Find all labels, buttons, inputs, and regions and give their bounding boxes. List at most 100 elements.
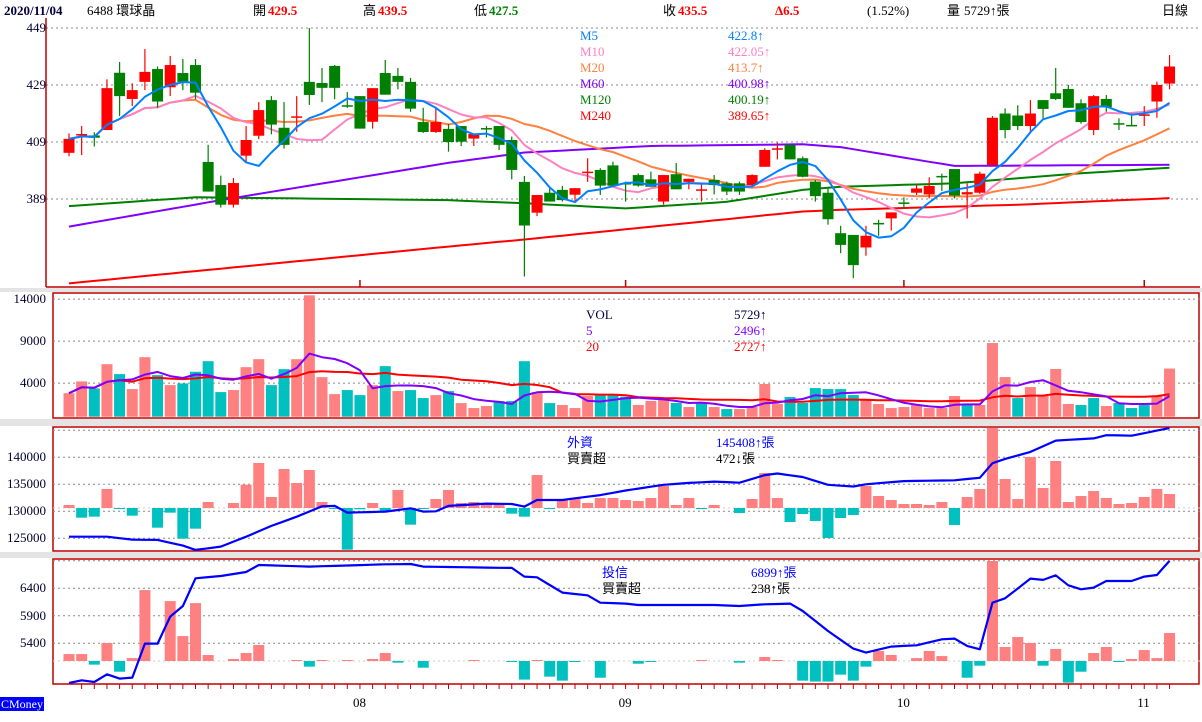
trust-net-bar	[126, 658, 138, 661]
volume-bar	[405, 390, 417, 417]
foreign-net-bar	[63, 505, 75, 508]
foreign-tick: 140000	[7, 449, 46, 464]
volume-bar	[430, 395, 442, 417]
foreign-net-bar	[1012, 499, 1024, 508]
trust-net-bar	[76, 654, 88, 661]
trust-net-bar	[1037, 661, 1049, 666]
volume-bar	[1088, 398, 1100, 417]
volume-bar	[341, 390, 353, 417]
volume-bar	[480, 406, 492, 417]
trust-net-bar	[177, 636, 189, 661]
foreign-net-bar	[417, 508, 429, 510]
candle-body	[1037, 100, 1049, 109]
trust-net-bar	[645, 661, 657, 662]
trust-net-bar	[303, 661, 315, 667]
price-tick: 449	[26, 20, 47, 35]
trust-net-bar	[1012, 637, 1024, 661]
candle-body	[1024, 113, 1036, 127]
candle-body	[240, 140, 252, 156]
trust-net-bar	[696, 660, 707, 661]
candle-body	[202, 161, 214, 192]
candle-body	[114, 72, 126, 97]
foreign-net-bar	[531, 474, 543, 508]
candle-body	[278, 127, 290, 145]
volume-bar	[923, 408, 935, 417]
foreign-net-bar	[544, 508, 556, 509]
foreign-net-bar	[291, 482, 303, 508]
foreign-net-bar	[936, 502, 948, 508]
trust-net-bar	[1126, 659, 1138, 661]
foreign-net-bar	[227, 502, 239, 508]
foreign-net-bar	[885, 499, 897, 508]
candle-body	[152, 69, 164, 102]
foreign-net-bar	[759, 473, 771, 508]
ma-legend-value: 400.98↑	[728, 76, 771, 91]
foreign-net-bar	[253, 463, 265, 508]
trust-net-bar	[1113, 661, 1125, 662]
candle-body	[911, 188, 923, 193]
candle-body	[139, 71, 151, 82]
foreign-net-bar	[923, 505, 935, 508]
candle-body	[329, 65, 341, 88]
volume-bar	[594, 395, 606, 417]
volume-bar	[582, 396, 594, 417]
candle-body	[885, 212, 897, 219]
volume-bar	[493, 401, 505, 417]
trust-tick: 6400	[20, 580, 46, 595]
foreign-net-bar	[961, 496, 973, 508]
period-selector[interactable]: 日線	[1162, 3, 1189, 18]
volume-bar	[152, 375, 164, 417]
candle-body	[683, 178, 695, 182]
foreign-net-bar	[76, 508, 88, 518]
ma-legend-label: M240	[580, 108, 612, 123]
month-label: 08	[352, 695, 366, 710]
ma-legend-value: 422.8↑	[728, 28, 764, 43]
volume-ma5-line	[68, 352, 1171, 409]
trust-net-bar	[101, 643, 113, 661]
trust-net-bar	[556, 661, 568, 681]
volume-value: 5729↑張	[964, 3, 1010, 18]
ma-legend-value: 413.7↑	[728, 60, 764, 75]
foreign-panel-frame	[52, 426, 1200, 552]
candle-body	[468, 134, 480, 139]
volume-bar	[455, 403, 467, 417]
foreign-net-bar	[1151, 488, 1163, 508]
volume-bar	[316, 377, 328, 417]
trust-net-bar	[860, 661, 872, 667]
foreign-net-bar	[986, 427, 998, 508]
foreign-net-bar	[240, 484, 252, 508]
candle-body	[63, 138, 75, 153]
foreign-net-bar	[518, 508, 530, 517]
volume-bar	[911, 405, 923, 417]
candle-body	[936, 175, 948, 178]
close-label: 收	[663, 3, 677, 18]
candle-body	[417, 122, 429, 133]
candle-body	[316, 83, 328, 88]
ma60-line	[68, 143, 1170, 228]
volume-bar	[1138, 405, 1150, 417]
foreign-net-bar	[556, 499, 568, 508]
open-label: 開	[253, 3, 267, 18]
foreign-net-value: 472↓張	[716, 451, 756, 466]
price-tick: 429	[26, 77, 47, 92]
foreign-net-bar	[265, 496, 277, 508]
foreign-net-bar	[126, 508, 138, 516]
trust-net-bar	[1024, 643, 1036, 661]
vol-legend-value: 2727↑	[734, 339, 767, 354]
trust-net-bar	[139, 590, 151, 661]
foreign-net-bar	[670, 505, 682, 508]
candle-body	[746, 175, 758, 186]
trust-net-bar	[1151, 658, 1163, 661]
candle-body	[898, 202, 910, 204]
foreign-net-bar	[696, 508, 707, 509]
volume-bar	[885, 408, 897, 417]
open-value: 429.5	[268, 3, 298, 18]
trust-net-bar	[923, 651, 935, 661]
candle-body	[1113, 123, 1125, 125]
foreign-net-bar	[493, 503, 505, 508]
volume-bar	[746, 407, 758, 417]
foreign-net-bar	[316, 502, 328, 508]
volume-tick: 9000	[20, 333, 46, 348]
ma-legend-value: 389.65↑	[728, 108, 771, 123]
